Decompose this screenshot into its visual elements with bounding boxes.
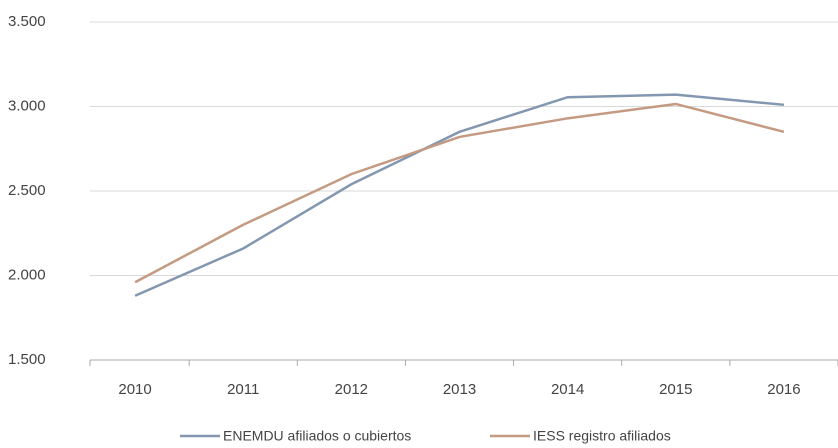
- x-tick-label: 2014: [551, 381, 584, 398]
- y-tick-label: 2.500: [8, 182, 46, 199]
- legend-label: ENEMDU afiliados o cubiertos: [223, 428, 411, 444]
- x-tick-label: 2015: [659, 381, 692, 398]
- series-line: [134, 93, 785, 297]
- x-tick-label: 2013: [443, 381, 476, 398]
- x-tick-label: 2011: [227, 381, 259, 398]
- series-line: [134, 102, 785, 284]
- x-tick-label: 2012: [335, 381, 368, 398]
- x-tick-label: 2016: [767, 381, 800, 398]
- y-tick-label: 1.500: [8, 351, 46, 368]
- x-tick-label: 2010: [118, 381, 151, 398]
- legend-label: IESS registro afiliados: [533, 428, 671, 444]
- y-tick-label: 3.000: [8, 97, 46, 114]
- y-tick-label: 2.000: [8, 266, 46, 283]
- y-tick-label: 3.500: [8, 13, 46, 30]
